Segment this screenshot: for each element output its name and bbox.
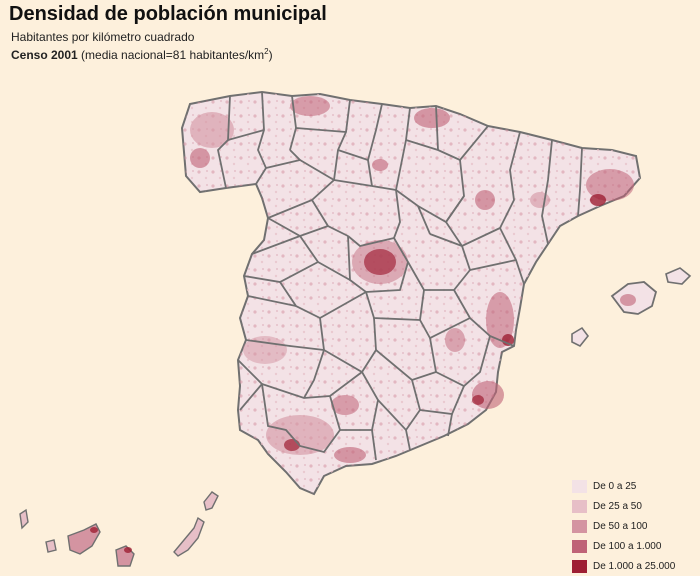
peninsula [180, 90, 642, 496]
legend-swatch [572, 499, 587, 513]
map-subtitle: Habitantes por kilómetro cuadrado [11, 30, 195, 44]
legend-label: De 50 a 100 [593, 520, 648, 532]
legend-swatch [572, 559, 587, 573]
legend-item: De 25 a 50 [572, 496, 675, 516]
census-average: (media nacional=81 habitantes/km [81, 48, 265, 62]
province-borders [217, 91, 583, 461]
legend-item: De 50 a 100 [572, 516, 675, 536]
census-close: ) [268, 48, 273, 62]
census-superscript: 2 [264, 47, 269, 56]
menorca-island [665, 267, 692, 285]
canary-islands [19, 491, 219, 567]
legend-swatch [572, 539, 587, 553]
legend-label: De 25 a 50 [593, 500, 642, 512]
legend-swatch [572, 479, 587, 493]
la-palma-island [19, 508, 29, 530]
census-note: Censo 2001 (media nacional=81 habitantes… [11, 47, 273, 62]
map-title: Densidad de población municipal [9, 3, 327, 25]
legend-label: De 0 a 25 [593, 480, 637, 492]
balearic-islands [571, 267, 692, 348]
legend: De 0 a 25 De 25 a 50 De 50 a 100 De 100 … [572, 476, 675, 576]
legend-item: De 100 a 1.000 [572, 536, 675, 556]
la-gomera-island [45, 539, 57, 553]
lanzarote-island [203, 491, 219, 511]
peninsula-speckle [182, 92, 640, 494]
legend-label: De 1.000 a 25.000 [593, 560, 676, 572]
fuerteventura-island [173, 516, 205, 557]
legend-swatch [572, 519, 587, 533]
census-label: Censo 2001 [11, 48, 78, 62]
legend-label: De 100 a 1.000 [593, 540, 662, 552]
dense-regions [190, 96, 634, 463]
ibiza-island [571, 326, 590, 348]
legend-item: De 0 a 25 [572, 476, 675, 496]
legend-item: De 1.000 a 25.000 [572, 556, 675, 576]
